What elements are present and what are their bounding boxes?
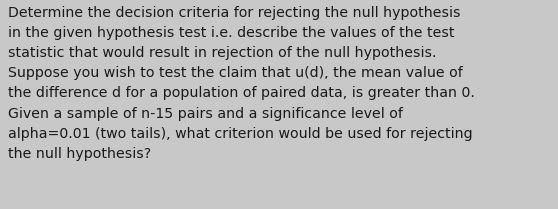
Text: Determine the decision criteria for rejecting the null hypothesis
in the given h: Determine the decision criteria for reje…	[8, 6, 475, 161]
